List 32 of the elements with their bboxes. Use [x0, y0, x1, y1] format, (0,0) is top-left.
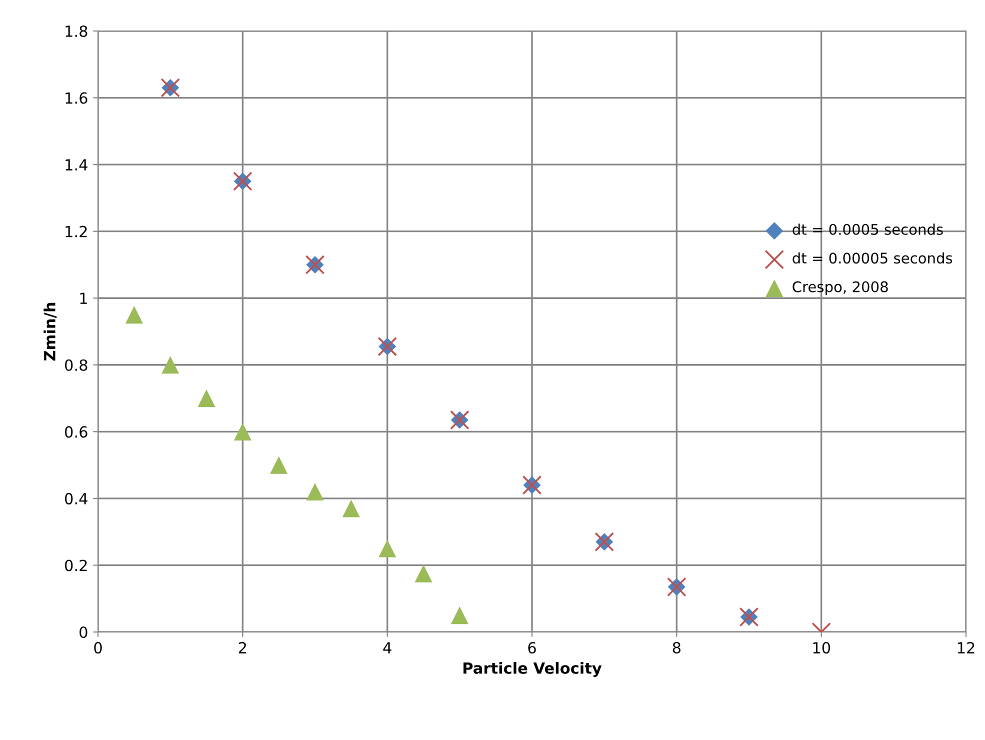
x-tick-label: 2	[238, 642, 246, 654]
x-tick-label: 12	[958, 642, 974, 654]
x-tick-label: 6	[528, 642, 536, 654]
point	[162, 356, 180, 374]
y-axis-title: Zmin/h	[44, 302, 57, 361]
y-tick-label: 1	[80, 292, 87, 304]
y-tick-label: 0.4	[64, 492, 88, 504]
y-tick-label: 0.6	[64, 426, 88, 438]
y-tick-label: 0	[80, 626, 88, 638]
legend-label: dt = 0.00005 seconds	[792, 252, 952, 264]
y-tick-label: 0.2	[64, 560, 87, 572]
y-tick-label: 1.8	[66, 25, 88, 38]
y-tick-label: 0.8	[64, 359, 88, 371]
x-tick-label: 8	[672, 642, 680, 654]
y-tick-label: 1.4	[66, 159, 88, 170]
point	[342, 500, 360, 518]
x-tick-label: 10	[813, 642, 830, 654]
point	[234, 422, 252, 440]
point	[450, 606, 468, 624]
x-tick-label: 4	[383, 642, 392, 654]
point	[270, 456, 288, 474]
point	[414, 564, 432, 582]
x-axis-title: Particle Velocity	[464, 662, 602, 677]
point	[378, 540, 396, 558]
point	[125, 306, 143, 324]
y-tick-label: 1.6	[66, 92, 88, 104]
legend-label: dt = 0.0005 seconds	[792, 224, 943, 235]
point	[306, 482, 324, 501]
y-tick-label: 1.2	[66, 226, 87, 238]
legend-label: Crespo, 2008	[792, 281, 888, 296]
point	[198, 389, 216, 408]
x-tick-label: 0	[94, 642, 102, 654]
